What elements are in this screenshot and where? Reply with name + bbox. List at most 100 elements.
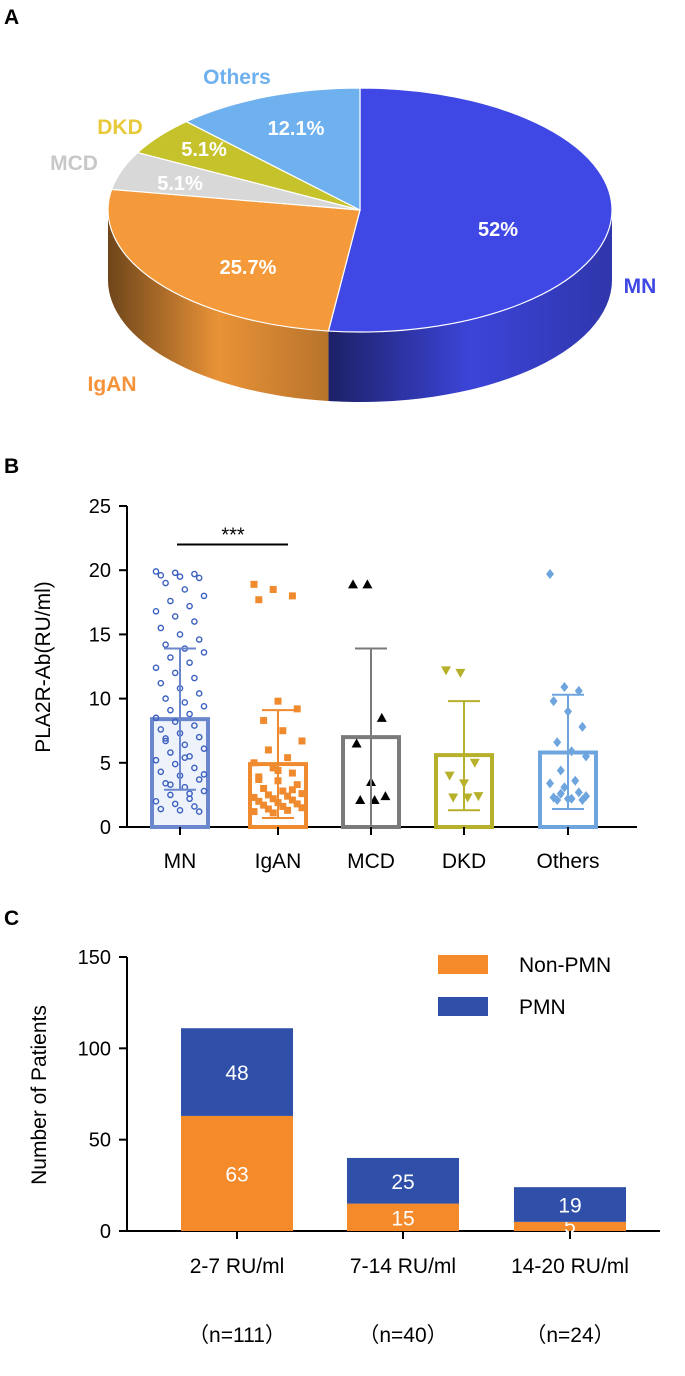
c-x-sublabel: （n=24） [525,1324,614,1347]
b-point-igan [269,764,277,772]
b-point-mn [171,718,179,726]
b-point-igan [269,795,277,803]
b-point-mn [162,735,169,742]
pie-slice-others [184,87,361,211]
b-point-igan [264,791,272,799]
c-x-label: 2-7 RU/ml [190,1255,285,1278]
b-bars [150,717,598,830]
b-point-others [578,721,587,732]
b-point-others [567,793,576,804]
c-bar-label-non-pmn-0: 63 [225,1163,248,1186]
b-point-mn [191,618,198,625]
pie-pct-mn: 52% [478,219,518,241]
b-point-mcd [380,791,391,801]
b-y-tick-label: 25 [89,496,111,518]
b-y-tick-label: 10 [89,689,111,711]
b-significance: *** [177,525,288,547]
b-point-mn [200,771,208,778]
b-point-mn [200,745,208,752]
legend-swatch-non-pmn [438,955,488,974]
b-point-mn [195,574,203,582]
b-point-igan [264,746,272,754]
b-point-mn [152,568,160,575]
b-point-mn [157,624,165,632]
b-point-igan [255,775,263,783]
pie-pct-others: 12.1% [268,118,325,140]
b-point-igan [255,596,263,604]
pie-label-others: Others [203,66,271,89]
b-point-igan [279,727,287,735]
pie-slice-mn [327,87,613,333]
b-x-label-dkd: DKD [442,850,486,873]
b-y-tick-label: 20 [89,560,111,582]
b-point-mn [176,573,184,580]
b-point-mn [186,659,193,666]
c-bar-label-non-pmn-2: 5 [564,1215,576,1238]
b-point-dkd [448,793,459,803]
pie-side-shade-mn [328,210,612,402]
pie-labels: MN IgAN MCD DKD Others 52% 25.7% 5.1% 5.… [50,66,656,396]
c-y-tick-label: 50 [89,1130,111,1152]
b-point-mn [191,570,198,578]
b-point-mn [162,737,169,745]
b-point-mn [157,726,165,733]
b-point-others [553,737,562,748]
b-x-label-others: Others [536,850,599,873]
b-point-dkd [455,668,466,678]
b-point-mcd [376,712,387,722]
pie-side-shade-igan [108,210,329,402]
b-point-mcd [355,795,366,805]
c-bar-label-non-pmn-1: 15 [391,1207,414,1230]
pie-label-mcd: MCD [50,152,98,175]
b-point-mn [167,706,174,714]
b-point-igan [298,804,306,812]
b-point-mn [167,791,174,799]
b-point-mcd [369,795,380,805]
c-bar-pmn-1 [347,1157,459,1204]
b-point-others [556,765,565,776]
b-point-dkd [441,666,451,676]
b-point-igan [279,787,287,795]
b-point-mn [191,803,198,810]
b-point-mn [181,754,189,761]
b-point-others [574,685,583,696]
b-point-mn [171,760,179,768]
c-legend: Non-PMN PMN [438,954,611,1019]
b-y-tick-label: 15 [89,624,111,646]
b-point-mn [195,636,203,643]
pie-pct-mcd: 5.1% [157,173,203,195]
b-point-mn [181,699,189,706]
c-bar-label-pmn-2: 19 [558,1195,581,1218]
b-point-igan [293,705,301,713]
b-point-others [582,751,590,762]
pie-label-igan: IgAN [88,373,137,396]
b-point-mn [167,597,174,605]
b-point-igan [250,808,258,816]
b-point-mn [157,679,165,687]
b-point-mn [195,776,203,783]
b-point-mn [176,631,184,638]
pie-slice-igan [107,188,361,332]
b-point-igan [288,796,296,804]
b-point-dkd [444,771,455,781]
b-point-mn [186,790,193,797]
b-point-others [571,775,580,786]
b-point-igan [260,801,268,809]
c-x-ticks: 2-7 RU/ml （n=111） 7-14 RU/ml （n=40） 14-20 RU… [188,1231,629,1347]
c-bar-pmn-2 [514,1187,626,1222]
c-bars: 63 48 15 25 519 [181,1028,626,1238]
b-point-mcd [351,738,362,748]
pie-pct-dkd: 5.1% [181,139,227,161]
b-point-mn [167,654,174,661]
legend-label-non-pmn: Non-PMN [519,954,611,977]
b-point-igan [284,754,292,762]
c-bar-non-pmn-0 [181,1115,293,1231]
b-point-mn [186,602,193,610]
c-y-tick-label: 0 [100,1221,111,1243]
b-point-igan [279,802,287,810]
c-bar-non-pmn-1 [347,1203,459,1231]
b-point-dkd [473,792,484,802]
b-point-mn [176,807,184,814]
b-point-mn [195,690,203,697]
b-point-mn [162,695,169,702]
